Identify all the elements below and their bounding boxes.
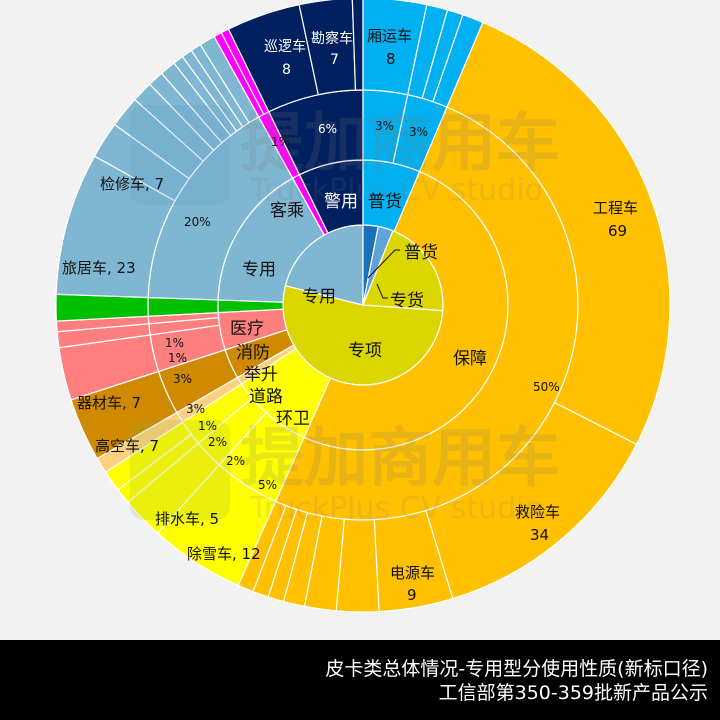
outer-label-kancha: 勘察车 xyxy=(311,30,353,47)
label-zhuanyong-mid: 专用 xyxy=(242,260,276,280)
label-inner-zhuanxiang: 专项 xyxy=(348,341,382,361)
pct-label: 3% xyxy=(375,119,394,133)
watermark-subtext: TruckPlus CV studio xyxy=(249,173,543,208)
outer-gongcheng xyxy=(446,21,671,446)
pct-label: 3% xyxy=(409,125,428,139)
leader-line-puhuo xyxy=(367,249,400,279)
label-inner-puhuo: 普货 xyxy=(404,243,438,263)
outer-value-jiuxian: 34 xyxy=(530,526,549,544)
watermark-subtext-2: TruckPlus CV studio xyxy=(249,491,543,526)
outer-label-chuxue: 除雪车, 12 xyxy=(187,545,261,563)
outer-label-xiangyun: 厢运车 xyxy=(367,27,412,45)
outer-value-dianyuan: 9 xyxy=(407,586,417,604)
chart-title: 皮卡类总体情况-专用型分使用性质(新标口径) xyxy=(325,658,708,680)
outer-label-paishui: 排水车, 5 xyxy=(155,510,219,528)
label-kecheng: 客乘 xyxy=(270,201,304,221)
leader-line-zhuanhuo xyxy=(376,283,388,299)
outer-label-xunluo: 巡逻车 xyxy=(264,38,306,55)
label-jingyong: 警用 xyxy=(324,192,358,212)
outer-label-jiuxian: 救险车 xyxy=(515,503,560,521)
outer-label-qicai: 器材车, 7 xyxy=(77,394,141,412)
chart-rings xyxy=(55,0,671,613)
chart-subtitle: 工信部第350-359批新产品公示 xyxy=(438,682,708,704)
footer-banner: 皮卡类总体情况-专用型分使用性质(新标口径) 工信部第350-359批新产品公示 xyxy=(0,640,720,720)
pct-yiliao xyxy=(147,296,219,317)
pct-label: 3% xyxy=(186,402,205,416)
label-xiaofang: 消防 xyxy=(236,343,270,363)
watermark-text-2: 提加商用车 xyxy=(240,422,560,496)
label-inner-zhuanhuo: 专货 xyxy=(390,291,424,311)
pct-label: 1% xyxy=(198,419,217,433)
outer-label-jianxiu: 检修车, 7 xyxy=(100,175,164,193)
pct-label: 3% xyxy=(173,372,192,386)
watermark-text: 提加商用车 xyxy=(240,107,560,181)
pct-label: 50% xyxy=(533,380,560,394)
outer-value-xunluo: 8 xyxy=(282,62,291,78)
label-baozhang: 保障 xyxy=(453,349,487,369)
pct-label: 1% xyxy=(165,336,184,350)
outer-label-gongcheng: 工程车 xyxy=(593,199,638,217)
watermark: 提加商用车 TruckPlus CV studio 提加商用车 TruckPlu… xyxy=(130,105,560,526)
pct-label: 6% xyxy=(318,122,337,136)
outer-yiliao xyxy=(55,293,149,322)
outer-label-dianyuan: 电源车 xyxy=(390,564,435,582)
watermark-logo-icon xyxy=(130,105,230,205)
label-inner-zhuanyong: 专用 xyxy=(302,287,336,307)
outer-label-gaokong: 高空车, 7 xyxy=(95,437,159,455)
watermark-logo-icon-2 xyxy=(130,420,230,520)
pct-label: 2% xyxy=(226,454,245,468)
outer-magenta-b xyxy=(220,28,270,116)
pct-label: 20% xyxy=(184,215,211,229)
label-yiliao: 医疗 xyxy=(230,319,264,339)
pct-label: 5% xyxy=(258,478,277,492)
pct-label: 1% xyxy=(271,135,290,149)
outer-value-xiangyun: 8 xyxy=(386,50,396,68)
label-huanwei: 环卫 xyxy=(276,409,310,429)
label-jusheng: 举升 xyxy=(244,365,278,385)
label-puhuo-mid: 普货 xyxy=(368,192,402,212)
label-daolu: 道路 xyxy=(249,387,283,407)
outer-value-kancha: 7 xyxy=(330,52,339,68)
outer-value-gongcheng: 69 xyxy=(608,222,627,240)
pct-label: 2% xyxy=(208,435,227,449)
outer-label-lvju: 旅居车, 23 xyxy=(62,259,136,277)
sunburst-chart: 提加商用车 TruckPlus CV studio 提加商用车 TruckPlu… xyxy=(55,0,671,613)
pct-label: 1% xyxy=(168,351,187,365)
